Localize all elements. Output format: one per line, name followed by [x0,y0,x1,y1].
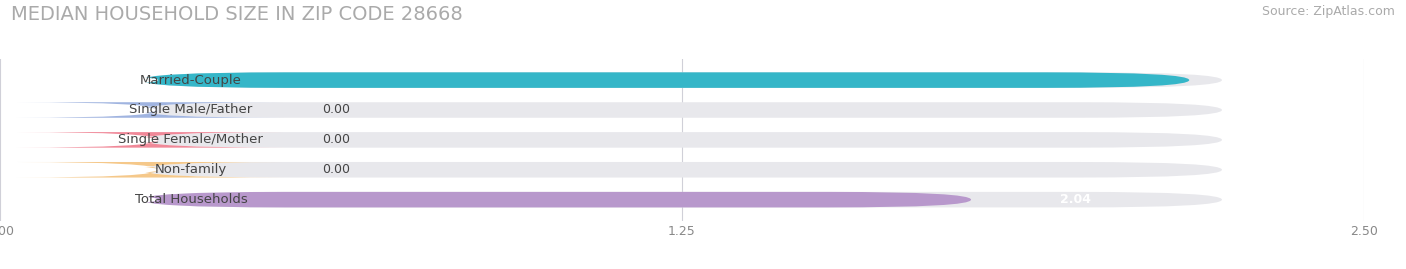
Text: 0.00: 0.00 [322,133,350,146]
Text: 0.00: 0.00 [322,104,350,116]
FancyBboxPatch shape [82,196,159,204]
FancyBboxPatch shape [17,102,284,118]
FancyBboxPatch shape [82,76,159,84]
FancyBboxPatch shape [82,166,159,174]
Text: 2.04: 2.04 [1060,193,1091,206]
FancyBboxPatch shape [142,102,1222,118]
FancyBboxPatch shape [82,136,159,144]
Text: Single Male/Father: Single Male/Father [129,104,253,116]
FancyBboxPatch shape [17,162,284,178]
Text: Married-Couple: Married-Couple [141,74,242,87]
FancyBboxPatch shape [142,132,1222,148]
FancyBboxPatch shape [142,192,972,207]
Text: 0.00: 0.00 [322,163,350,176]
FancyBboxPatch shape [82,106,159,114]
Text: MEDIAN HOUSEHOLD SIZE IN ZIP CODE 28668: MEDIAN HOUSEHOLD SIZE IN ZIP CODE 28668 [11,5,463,24]
FancyBboxPatch shape [17,132,284,148]
FancyBboxPatch shape [142,72,1189,88]
Text: Non-family: Non-family [155,163,226,176]
Text: Single Female/Mother: Single Female/Mother [118,133,263,146]
Text: Total Households: Total Households [135,193,247,206]
FancyBboxPatch shape [142,192,1222,207]
Text: Source: ZipAtlas.com: Source: ZipAtlas.com [1261,5,1395,18]
FancyBboxPatch shape [142,162,1222,178]
Text: 2.44: 2.44 [1278,74,1309,87]
FancyBboxPatch shape [142,72,1222,88]
